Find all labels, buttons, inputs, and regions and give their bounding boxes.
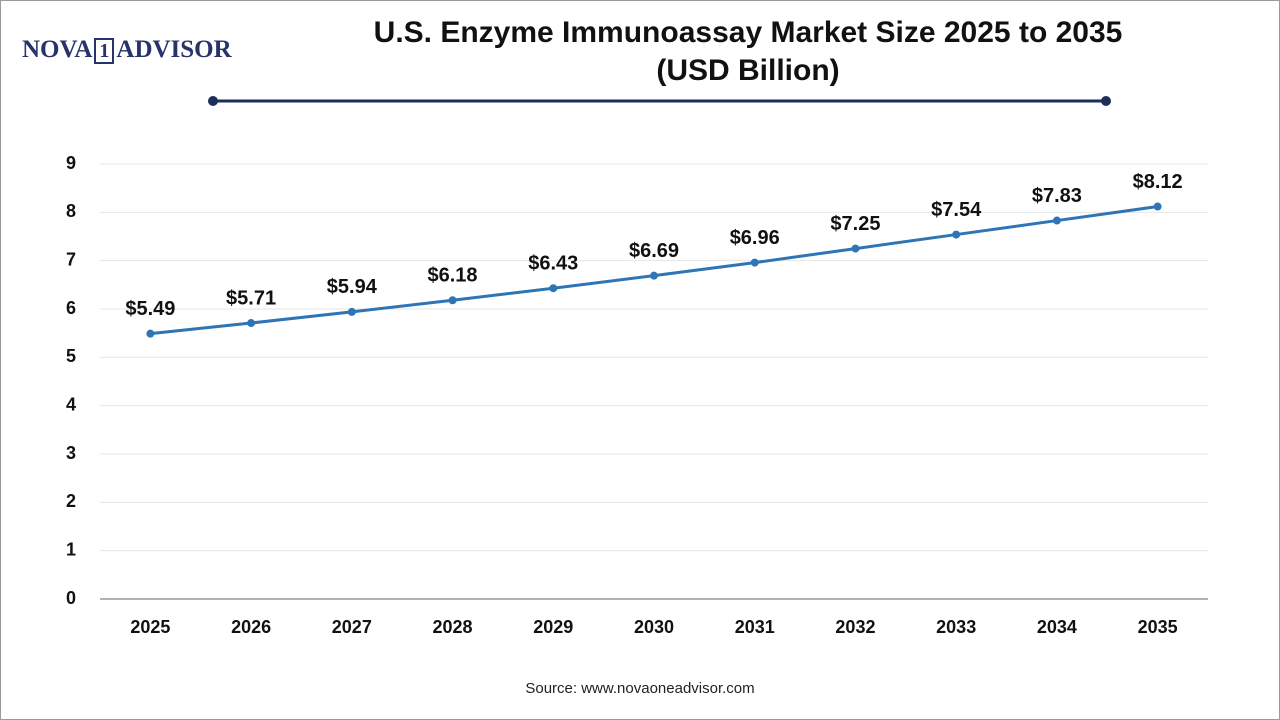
point <box>952 230 961 239</box>
title-rule-dot <box>1101 96 1111 106</box>
logo-text: NOVA <box>22 36 93 63</box>
point <box>448 296 457 305</box>
line <box>150 205 1158 336</box>
y-tick-label: 1 <box>66 539 76 559</box>
value-label: $6.18 <box>428 265 478 287</box>
point <box>1153 202 1162 211</box>
y-tick-label: 7 <box>66 249 76 269</box>
x-tick-label: 2032 <box>835 617 875 637</box>
y-tick-label: 9 <box>66 153 76 173</box>
value-label: $5.71 <box>226 287 276 309</box>
logo-mark: 1 <box>94 38 115 64</box>
point <box>146 329 155 338</box>
y-tick-label: 2 <box>66 491 76 511</box>
point <box>1052 216 1061 225</box>
title-rule-dot <box>208 96 218 106</box>
value-label: $6.96 <box>730 227 780 249</box>
x-tick-label: 2029 <box>533 617 573 637</box>
value-label: $6.43 <box>528 252 578 274</box>
y-tick-label: 8 <box>66 201 76 221</box>
x-tick-label: 2031 <box>735 617 775 637</box>
x-tick-label: 2025 <box>130 617 170 637</box>
y-tick-label: 6 <box>66 298 76 318</box>
logo-text: ADVISOR <box>116 36 232 63</box>
point <box>750 258 759 267</box>
x-tick-label: 2028 <box>433 617 473 637</box>
logo: NOVA 1 ADVISOR <box>22 36 232 64</box>
x-tick-label: 2033 <box>936 617 976 637</box>
point <box>650 271 658 280</box>
value-label: $6.69 <box>629 240 679 262</box>
point <box>851 244 860 253</box>
value-label: $7.54 <box>931 199 982 221</box>
x-tick-label: 2026 <box>231 617 271 637</box>
y-tick-label: 0 <box>66 588 76 608</box>
x-tick-label: 2034 <box>1037 617 1077 637</box>
value-label: $5.94 <box>327 276 378 298</box>
value-label: $8.12 <box>1133 171 1183 193</box>
y-tick-label: 3 <box>66 443 76 463</box>
value-label: $7.83 <box>1032 185 1082 207</box>
point <box>549 284 558 293</box>
y-tick-label: 4 <box>66 394 76 414</box>
x-tick-label: 2027 <box>332 617 372 637</box>
x-tick-label: 2030 <box>634 617 674 637</box>
value-label: $5.49 <box>125 298 175 320</box>
y-tick-label: 5 <box>66 346 76 366</box>
point <box>247 319 256 328</box>
x-tick-label: 2035 <box>1138 617 1178 637</box>
value-label: $7.25 <box>830 213 880 235</box>
point <box>347 307 356 316</box>
source: Source: www.novaoneadvisor.com <box>525 680 754 697</box>
chart-title: U.S. Enzyme Immunoassay Market Size 2025… <box>373 16 1123 87</box>
